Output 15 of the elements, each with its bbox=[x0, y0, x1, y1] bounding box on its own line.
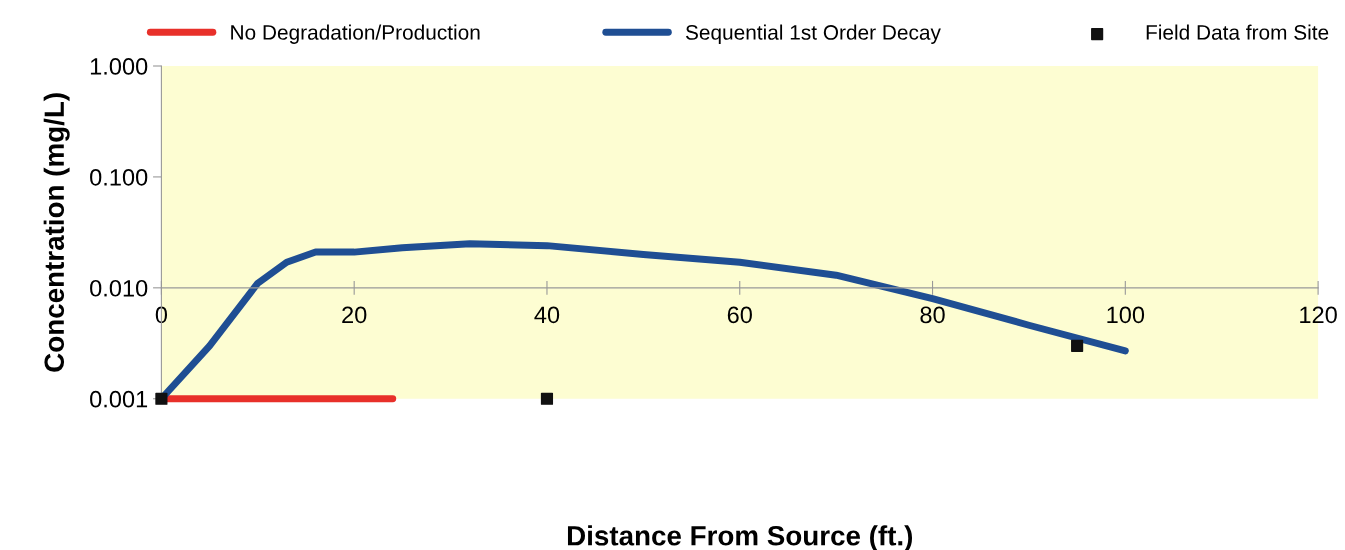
x-tick-label: 120 bbox=[1300, 306, 1337, 324]
x-tick-label: 0 bbox=[155, 306, 168, 324]
x-tick-label: 40 bbox=[534, 306, 560, 324]
y-tick-label: 0.100 bbox=[90, 168, 148, 186]
x-tick-label: 80 bbox=[920, 306, 945, 324]
legend-label: Sequential 1st Order Decay bbox=[685, 24, 941, 44]
y-tick-label: 0.001 bbox=[90, 390, 148, 408]
legend-label: Field Data from Site bbox=[1146, 24, 1329, 40]
x-tick-label: 60 bbox=[727, 306, 752, 324]
y-tick-label: 1.000 bbox=[90, 58, 148, 75]
x-tick-label: 20 bbox=[342, 306, 367, 324]
x-tick-label: 100 bbox=[1107, 306, 1145, 324]
y-axis-title: Concentration (mg/L) bbox=[43, 93, 70, 372]
y-tick-label: 0.010 bbox=[90, 279, 148, 297]
legend-label: No Degradation/Production bbox=[231, 24, 480, 44]
